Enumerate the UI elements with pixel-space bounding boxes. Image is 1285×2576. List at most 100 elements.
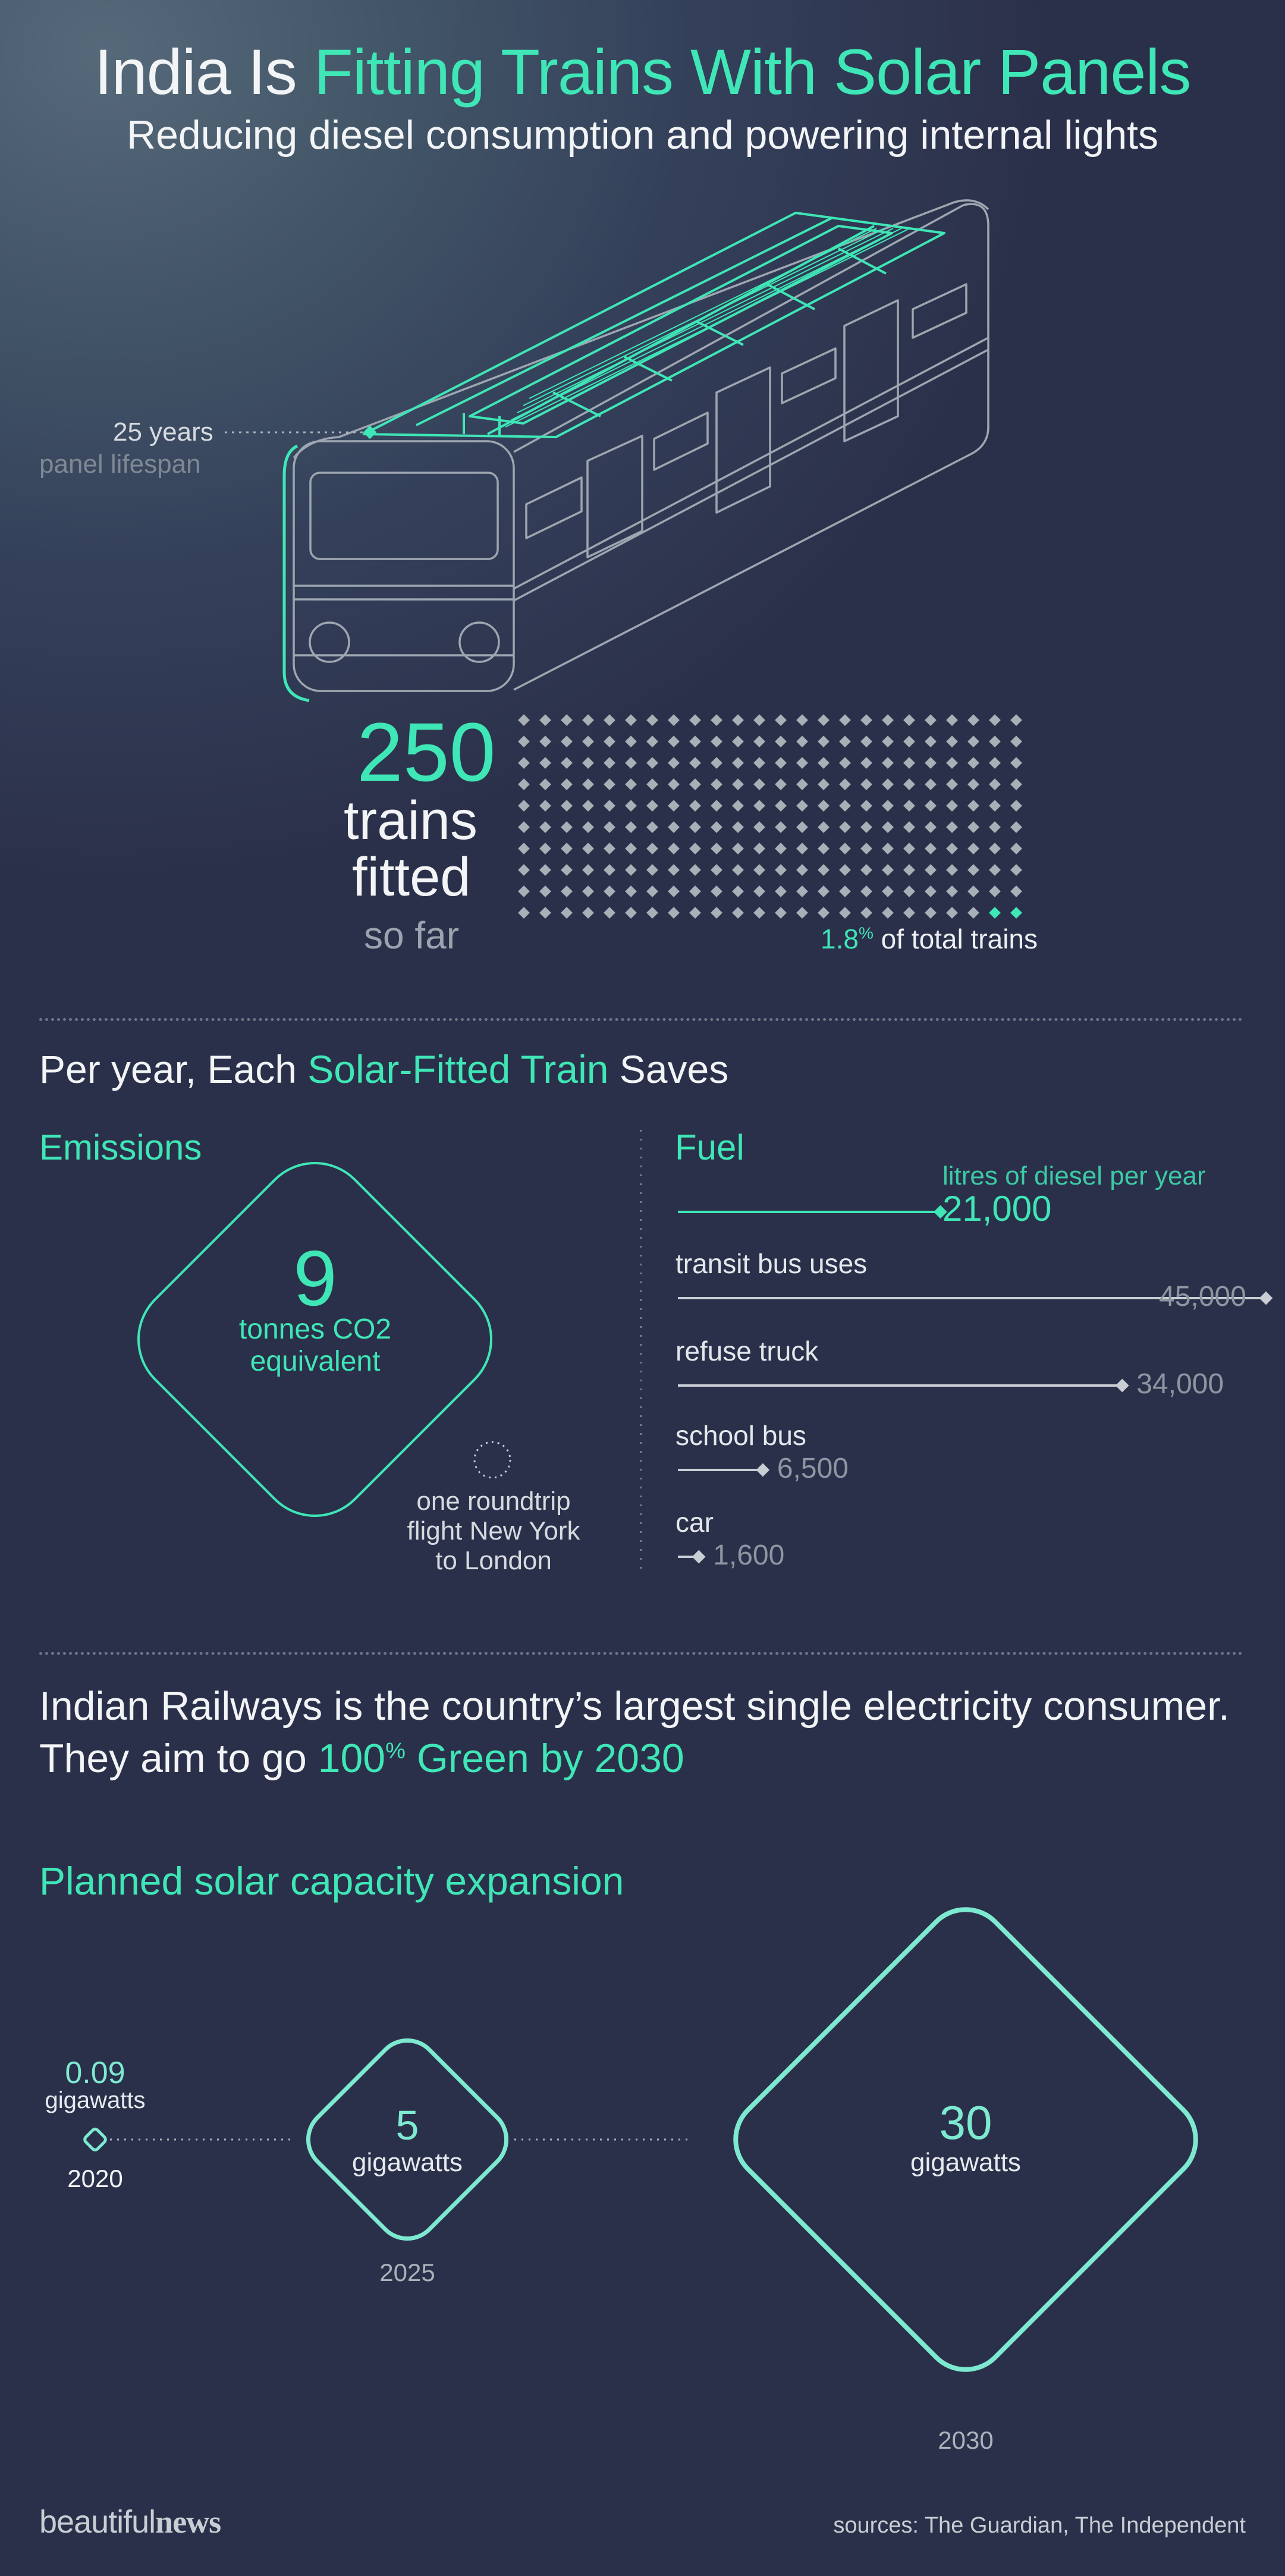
train-dot [625,757,637,769]
train-dot [839,907,851,919]
train-dot [518,757,530,769]
train-dot [732,864,744,876]
train-dot [818,885,830,897]
brand-logo: beautifulnews [39,2503,221,2540]
train-dot [582,736,594,747]
train-dot [753,757,765,769]
train-dot [539,885,551,897]
train-dot [518,778,530,790]
capacity-diamond-2020 [83,2128,107,2151]
train-dot [967,907,979,919]
train-dot [561,736,573,747]
train-dot [796,907,808,919]
train-dot [539,778,551,790]
share-unit: % [858,923,874,943]
fuel-item-label: car [676,1507,714,1538]
train-dot [753,778,765,790]
train-dot [839,714,851,726]
train-dot [775,907,787,919]
train-dot [903,843,915,855]
sources: sources: The Guardian, The Independent [833,2513,1246,2538]
train-dot-fitted [989,907,1001,919]
train-dot [946,800,958,812]
train-dot [775,800,787,812]
train-dot [1010,821,1022,833]
train-dot [946,714,958,726]
train-dot [539,864,551,876]
train-dot [775,736,787,747]
capacity-2025-value: 5 [395,2102,419,2148]
train-dot [604,885,615,897]
train-dot [711,843,722,855]
train-dot [882,885,894,897]
capacity-diamond-2025 [306,2038,509,2241]
train-dot [689,907,701,919]
train-dot [818,800,830,812]
train-dot [946,843,958,855]
headlight-right [458,621,500,663]
train-dot [860,736,872,747]
train-dot [625,800,637,812]
train-roof [293,199,989,459]
train-dot [518,843,530,855]
train-dot [539,757,551,769]
fuel-bar-marker [692,1550,706,1564]
train-dot [518,714,530,726]
flight-line3: to London [435,1546,552,1575]
train-dot [903,714,915,726]
train-dot [818,907,830,919]
solar-panel-hatching [505,228,910,428]
train-dot [818,843,830,855]
train-dot [539,714,551,726]
train-dot [561,907,573,919]
train-dot [711,736,722,747]
railways-line1: Indian Railways is the country’s largest… [39,1683,1230,1729]
train-dot [946,757,958,769]
train-dot [1010,714,1022,726]
train-dot [625,778,637,790]
train-dot [989,885,1001,897]
train-dot [518,736,530,747]
train-dot [989,736,1001,747]
railways-line2-part1: They aim to go [39,1736,318,1781]
title-part2: Fitting Trains With Solar Panels [313,36,1192,108]
train-dot [967,757,979,769]
train-dot [775,843,787,855]
train-dot [967,714,979,726]
trains-dot-grid [518,714,1022,919]
brand-part2: news [155,2504,221,2540]
train-dot [860,885,872,897]
train-dot [732,800,744,812]
train-dot [582,800,594,812]
page-subtitle: Reducing diesel consumption and powering… [126,112,1159,158]
train-dot [668,843,680,855]
train-dot [561,821,573,833]
train-dot [796,843,808,855]
train-dot [796,757,808,769]
train-dot [796,714,808,726]
train-dot [518,864,530,876]
train-dot [625,885,637,897]
train-dot [625,864,637,876]
train-dot [882,821,894,833]
train-dot [882,757,894,769]
fuel-item-label: refuse truck [676,1336,819,1366]
train-dot [539,821,551,833]
fuel-item-label: school bus [676,1420,806,1451]
fuel-bar-train-marker [934,1205,947,1219]
train-dot [689,778,701,790]
train-dot [561,885,573,897]
train-dot [582,821,594,833]
train-dot [860,714,872,726]
fuel-bar-marker [1115,1378,1129,1393]
train-dot [753,800,765,812]
train-dot [946,907,958,919]
train-dot [582,864,594,876]
train-dot [604,714,615,726]
train-dot [860,843,872,855]
train-dot [539,736,551,747]
train-dot [818,864,830,876]
train-dot [925,800,937,812]
